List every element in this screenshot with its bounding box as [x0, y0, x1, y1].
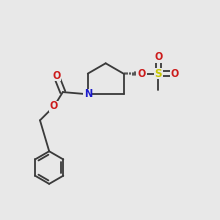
Text: O: O: [52, 71, 61, 81]
Text: O: O: [170, 69, 179, 79]
Text: S: S: [154, 69, 162, 79]
Text: O: O: [50, 101, 58, 111]
Text: N: N: [84, 89, 92, 99]
Text: O: O: [138, 69, 146, 79]
Text: O: O: [154, 52, 162, 62]
